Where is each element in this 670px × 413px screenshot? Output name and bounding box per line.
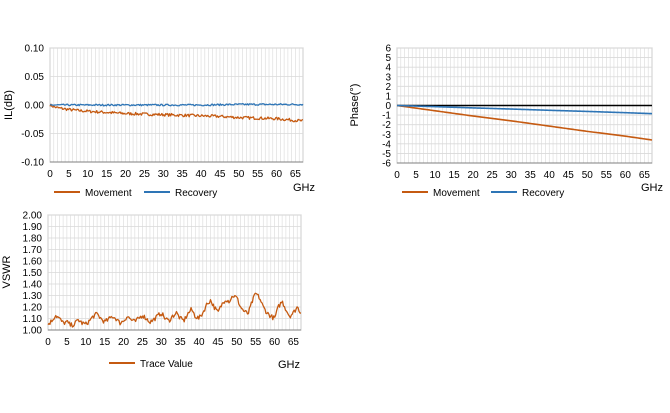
- y-tick-label: -0.05: [21, 129, 44, 140]
- y-tick-label: 1.40: [23, 280, 43, 291]
- y-tick-label: -2: [382, 120, 391, 131]
- y-tick-label: 1.60: [23, 257, 43, 268]
- x-tick-label: 20: [120, 169, 132, 180]
- y-tick-label: 2: [385, 82, 391, 93]
- legend-label: Recovery: [175, 188, 217, 199]
- y-tick-label: 0.00: [25, 101, 45, 112]
- y-tick-label: 1.50: [23, 268, 43, 279]
- x-tick-label: 65: [290, 169, 302, 180]
- x-tick-label: 40: [193, 337, 205, 348]
- y-tick-label: 1.30: [23, 291, 43, 302]
- y-tick-label: 0: [385, 101, 391, 112]
- y-tick-label: 1.70: [23, 245, 43, 256]
- legend-label: Movement: [433, 188, 480, 199]
- y-tick-label: -5: [382, 149, 391, 160]
- y-tick-label: 2.00: [23, 211, 43, 222]
- x-tick-label: 20: [468, 170, 480, 181]
- x-tick-label: 30: [506, 170, 518, 181]
- x-tick-label: 55: [601, 170, 613, 181]
- x-axis-label: GHz: [641, 182, 663, 194]
- series-line-trace-value: [47, 292, 302, 328]
- x-tick-label: 60: [620, 170, 632, 181]
- x-tick-label: 65: [288, 337, 300, 348]
- y-tick-label: -3: [382, 130, 391, 141]
- y-tick-label: -6: [382, 159, 391, 170]
- x-tick-label: 35: [175, 337, 187, 348]
- x-tick-label: 50: [231, 337, 243, 348]
- y-tick-label: 3: [385, 72, 391, 83]
- x-tick-label: 5: [66, 169, 72, 180]
- y-axis-label: VSWR: [1, 255, 13, 288]
- x-tick-label: 0: [45, 337, 51, 348]
- x-tick-label: 45: [563, 170, 575, 181]
- y-tick-label: 1.80: [23, 234, 43, 245]
- il-chart: -0.10 -0.05 0.00 0.05 0.10 0 5 10 15 20 25 30 35 40 45…: [3, 44, 315, 200]
- x-axis-label: GHz: [293, 182, 315, 194]
- y-tick-label: 5: [385, 53, 391, 64]
- x-tick-label: 15: [449, 170, 461, 181]
- x-tick-label: 50: [233, 169, 245, 180]
- legend-label: Recovery: [522, 188, 564, 199]
- x-tick-label: 65: [639, 170, 651, 181]
- y-tick-label: -0.10: [21, 158, 44, 169]
- y-axis-label: IL(dB): [3, 90, 15, 120]
- x-axis-label: GHz: [278, 359, 300, 371]
- x-tick-label: 25: [137, 337, 149, 348]
- x-tick-label: 0: [394, 170, 400, 181]
- x-tick-label: 5: [413, 170, 419, 181]
- x-tick-label: 45: [214, 169, 226, 180]
- x-tick-label: 40: [544, 170, 556, 181]
- x-tick-label: 0: [47, 169, 53, 180]
- y-tick-label: 1.20: [23, 303, 43, 314]
- x-tick-label: 55: [250, 337, 262, 348]
- y-tick-label: -4: [382, 139, 391, 150]
- series-line-movement: [49, 103, 304, 123]
- y-tick-label: 0.10: [25, 44, 45, 55]
- x-tick-label: 10: [80, 337, 92, 348]
- y-tick-label: 0.05: [25, 72, 45, 83]
- x-tick-label: 25: [487, 170, 499, 181]
- x-tick-label: 10: [429, 170, 441, 181]
- legend-label: Movement: [85, 188, 132, 199]
- x-tick-label: 35: [525, 170, 537, 181]
- series-line-movement: [396, 104, 653, 141]
- y-tick-label: 1: [385, 91, 391, 102]
- x-tick-label: 30: [156, 337, 168, 348]
- x-tick-label: 35: [177, 169, 189, 180]
- legend-label: Trace Value: [140, 359, 193, 370]
- x-tick-label: 45: [212, 337, 224, 348]
- x-tick-label: 5: [64, 337, 70, 348]
- x-tick-label: 50: [582, 170, 594, 181]
- y-tick-label: 1.90: [23, 222, 43, 233]
- y-tick-label: 1.10: [23, 314, 43, 325]
- x-tick-label: 60: [271, 169, 283, 180]
- x-tick-label: 15: [101, 169, 113, 180]
- x-tick-label: 20: [118, 337, 130, 348]
- x-tick-label: 10: [82, 169, 94, 180]
- y-tick-label: 6: [385, 44, 391, 55]
- vswr-chart: 1.001.101.201.301.401.501.601.701.801.90…: [1, 211, 302, 371]
- x-tick-label: 15: [99, 337, 111, 348]
- x-tick-label: 60: [269, 337, 281, 348]
- y-axis-label: Phase(°): [349, 84, 361, 127]
- y-tick-label: 4: [385, 63, 391, 74]
- x-tick-label: 40: [195, 169, 207, 180]
- y-tick-label: 1.00: [23, 326, 43, 337]
- x-tick-label: 25: [139, 169, 151, 180]
- series-line-recovery: [396, 104, 653, 115]
- x-tick-label: 30: [158, 169, 170, 180]
- series-line-recovery: [49, 102, 304, 107]
- y-tick-label: -1: [382, 111, 391, 122]
- x-tick-label: 55: [252, 169, 264, 180]
